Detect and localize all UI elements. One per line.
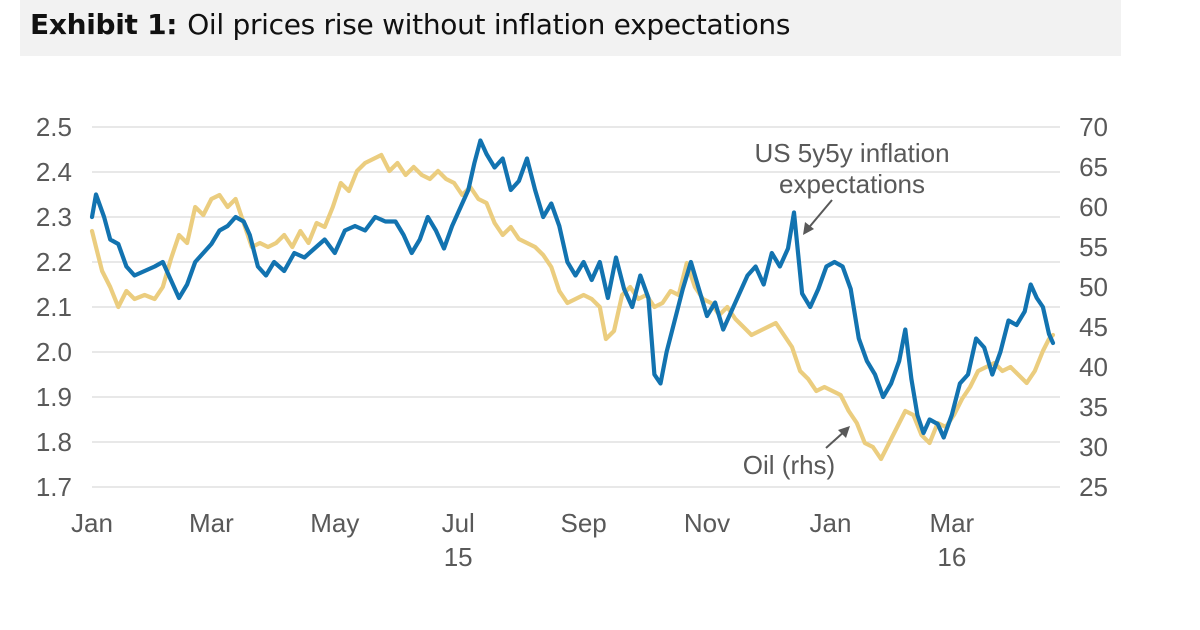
arrowhead-icon xyxy=(803,222,814,235)
x-tick-label: Jan xyxy=(71,508,113,538)
y-left-tick-label: 1.8 xyxy=(36,427,72,457)
annotation-inflation-label: expectations xyxy=(779,169,925,199)
y-left-tick-label: 2.2 xyxy=(36,247,72,277)
y-left-tick-label: 2.4 xyxy=(36,157,72,187)
x-tick-label: Nov xyxy=(684,508,730,538)
y-left-tick-label: 2.0 xyxy=(36,337,72,367)
annotation-oil-label: Oil (rhs) xyxy=(743,450,835,480)
y-right-tick-label: 60 xyxy=(1079,192,1108,222)
x-tick-year-label: 15 xyxy=(444,542,473,572)
x-tick-label: Jul xyxy=(442,508,475,538)
y-right-tick-label: 40 xyxy=(1079,352,1108,382)
series xyxy=(89,138,1056,462)
arrowhead-icon xyxy=(838,426,850,438)
chart-title: Exhibit 1: Oil prices rise without inflat… xyxy=(30,8,790,41)
y-axis-left: 1.7 1.8 1.9 2.0 2.1 2.2 2.3 2.4 2.5 xyxy=(36,112,72,502)
exhibit-title: Oil prices rise without inflation expect… xyxy=(187,8,791,41)
annotation-arrow-inflation xyxy=(805,199,833,232)
y-right-tick-label: 35 xyxy=(1079,392,1108,422)
title-bar: Exhibit 1: Oil prices rise without inflat… xyxy=(20,0,1121,56)
y-right-tick-label: 65 xyxy=(1079,152,1108,182)
grid xyxy=(92,126,1060,488)
y-left-tick-label: 2.5 xyxy=(36,112,72,142)
y-right-tick-label: 70 xyxy=(1079,112,1108,142)
exhibit-label: Exhibit 1: xyxy=(30,8,178,41)
y-left-tick-label: 1.9 xyxy=(36,382,72,412)
y-right-tick-label: 55 xyxy=(1079,232,1108,262)
y-left-tick-label: 2.3 xyxy=(36,202,72,232)
y-axis-right: 25 30 35 40 45 50 55 60 65 70 xyxy=(1079,112,1108,502)
x-tick-label: May xyxy=(310,508,359,538)
x-axis: Jan Mar May Jul 15 Sep Nov Jan Mar 16 xyxy=(71,508,975,572)
y-right-tick-label: 50 xyxy=(1079,272,1108,302)
y-right-tick-label: 45 xyxy=(1079,312,1108,342)
x-tick-label: Mar xyxy=(189,508,234,538)
annotation-inflation-label: US 5y5y inflation xyxy=(754,138,949,168)
x-tick-year-label: 16 xyxy=(937,542,966,572)
x-tick-label: Mar xyxy=(929,508,974,538)
inflation-expectations-line xyxy=(89,138,1056,440)
x-tick-label: Jan xyxy=(809,508,851,538)
y-right-tick-label: 30 xyxy=(1079,432,1108,462)
y-right-tick-label: 25 xyxy=(1079,472,1108,502)
y-left-tick-label: 1.7 xyxy=(36,472,72,502)
y-left-tick-label: 2.1 xyxy=(36,292,72,322)
x-tick-label: Sep xyxy=(560,508,606,538)
